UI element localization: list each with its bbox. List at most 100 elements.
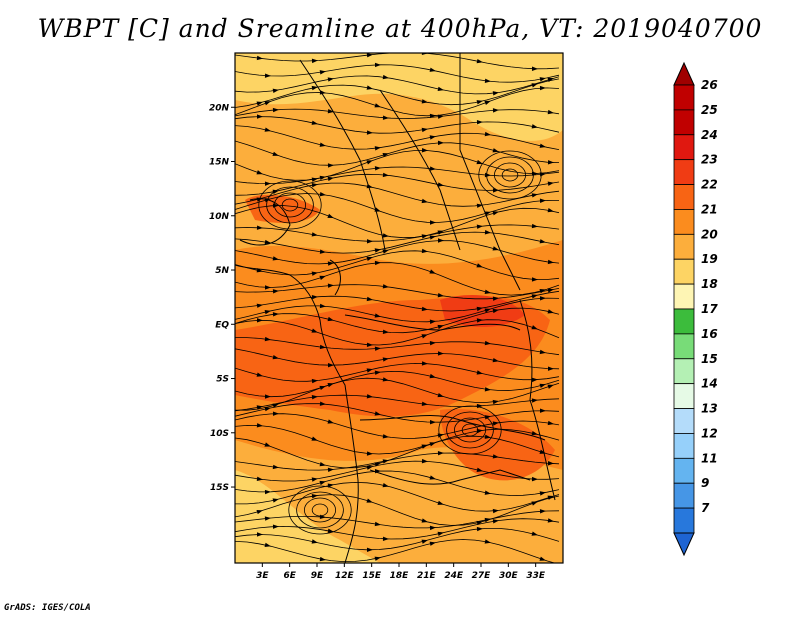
streamline-arrow: [547, 160, 554, 165]
streamline-arrow: [429, 67, 436, 72]
streamline-arrow: [319, 462, 326, 467]
streamline-arrow: [264, 542, 271, 548]
colorbar-swatch: [673, 408, 695, 434]
colorbar-label: 9: [701, 476, 709, 490]
streamline-arrow: [539, 349, 546, 355]
streamline-vortex: [438, 405, 502, 455]
streamline-arrow: [256, 532, 263, 537]
lat-tick-label: 20N: [209, 103, 230, 113]
streamline: [235, 307, 560, 334]
streamline: [235, 494, 560, 526]
streamline-vortex: [303, 497, 336, 523]
lon-tick-label: 15E: [362, 571, 382, 581]
colorbar-swatch: [673, 184, 695, 210]
streamline-arrow: [327, 163, 334, 168]
streamline-arrow: [256, 423, 263, 428]
lon-tick-label: 30E: [499, 571, 519, 581]
streamline-arrow: [272, 524, 279, 529]
streamline-arrow: [366, 451, 373, 456]
streamline-arrow: [429, 442, 436, 447]
streamline-arrow: [421, 334, 428, 339]
streamline-arrow: [437, 182, 444, 187]
streamline-vortex: [501, 168, 519, 182]
streamline-arrow: [311, 378, 318, 384]
streamline-arrow: [272, 151, 279, 156]
streamline: [235, 319, 560, 346]
colorbar-swatch: [673, 457, 695, 484]
streamline: [235, 125, 560, 150]
streamline-arrow: [437, 324, 444, 330]
streamline-arrow: [492, 508, 499, 514]
streamline-arrow: [311, 477, 318, 482]
streamline-arrow: [382, 152, 389, 158]
streamline-arrow: [272, 312, 279, 317]
colorbar-label: 18: [701, 277, 718, 291]
streamline-arrow: [484, 289, 491, 294]
streamline-arrow: [484, 434, 491, 439]
wbpt-field-22-southeast: [440, 409, 555, 481]
streamline-arrow: [272, 107, 279, 113]
streamline-arrow: [272, 498, 279, 503]
streamline: [235, 452, 560, 471]
streamline: [235, 173, 560, 196]
streamline-arrow: [492, 519, 499, 524]
streamline-arrow: [476, 58, 483, 64]
streamline-arrow: [531, 124, 538, 129]
lat-tick-label: EQ: [215, 320, 229, 330]
streamline-vortex: [288, 485, 352, 535]
colorbar-label: 26: [701, 78, 718, 92]
streamline-arrow: [492, 246, 499, 251]
streamline-arrow: [547, 461, 554, 466]
streamline-arrow: [531, 66, 538, 71]
streamline-arrow: [366, 547, 373, 553]
streamline-arrow: [256, 170, 263, 175]
colorbar-swatch: [673, 308, 695, 335]
colorbar-swatch: [673, 383, 695, 409]
streamline-arrow: [382, 249, 389, 254]
streamline: [235, 224, 560, 242]
colorbar-over-triangle: [673, 61, 695, 86]
streamline-arrow: [492, 211, 499, 216]
colorbar-swatch: [673, 84, 695, 111]
streamline-arrow: [539, 509, 546, 514]
colorbar-label: 21: [701, 202, 718, 216]
streamline-arrow: [366, 239, 373, 244]
streamline-arrow: [421, 306, 428, 312]
streamline-arrow: [327, 176, 334, 182]
streamline-arrow: [429, 525, 436, 531]
streamline: [235, 460, 560, 482]
streamline-arrow: [256, 55, 263, 61]
streamline-arrow: [327, 77, 334, 82]
streamline: [235, 64, 560, 83]
streamline-arrow: [272, 289, 279, 294]
streamline-arrow: [264, 394, 271, 399]
streamline-arrow: [429, 541, 436, 546]
streamline-arrow: [421, 99, 428, 104]
streamline-arrow: [366, 368, 373, 373]
streamline-arrow: [429, 373, 436, 379]
streamline-arrow: [476, 159, 483, 165]
latitude-axis: 20N 15N 10N 5N EQ 5S 10S 15S: [209, 103, 235, 493]
streamline-arrow: [531, 223, 538, 229]
streamline-arrow: [531, 398, 538, 403]
streamline-arrow: [484, 490, 491, 495]
lon-tick-label: 18E: [390, 571, 410, 581]
streamline: [235, 362, 560, 382]
streamline-arrow: [531, 430, 538, 436]
streamline-arrow: [547, 288, 554, 293]
streamline: [235, 262, 560, 296]
streamline-arrow: [311, 493, 318, 499]
streamline: [235, 78, 560, 108]
streamline-arrow: [429, 475, 436, 480]
streamline-arrow: [382, 357, 389, 362]
streamline-arrow: [374, 370, 381, 375]
streamline-arrow: [476, 467, 483, 472]
streamline-arrow: [311, 295, 318, 300]
streamline-arrow: [484, 100, 491, 106]
streamline: [235, 348, 560, 370]
streamline-arrow: [437, 500, 444, 505]
streamline-arrow: [429, 319, 436, 324]
streamline-arrow: [539, 85, 546, 91]
streamline-arrow: [539, 556, 546, 561]
